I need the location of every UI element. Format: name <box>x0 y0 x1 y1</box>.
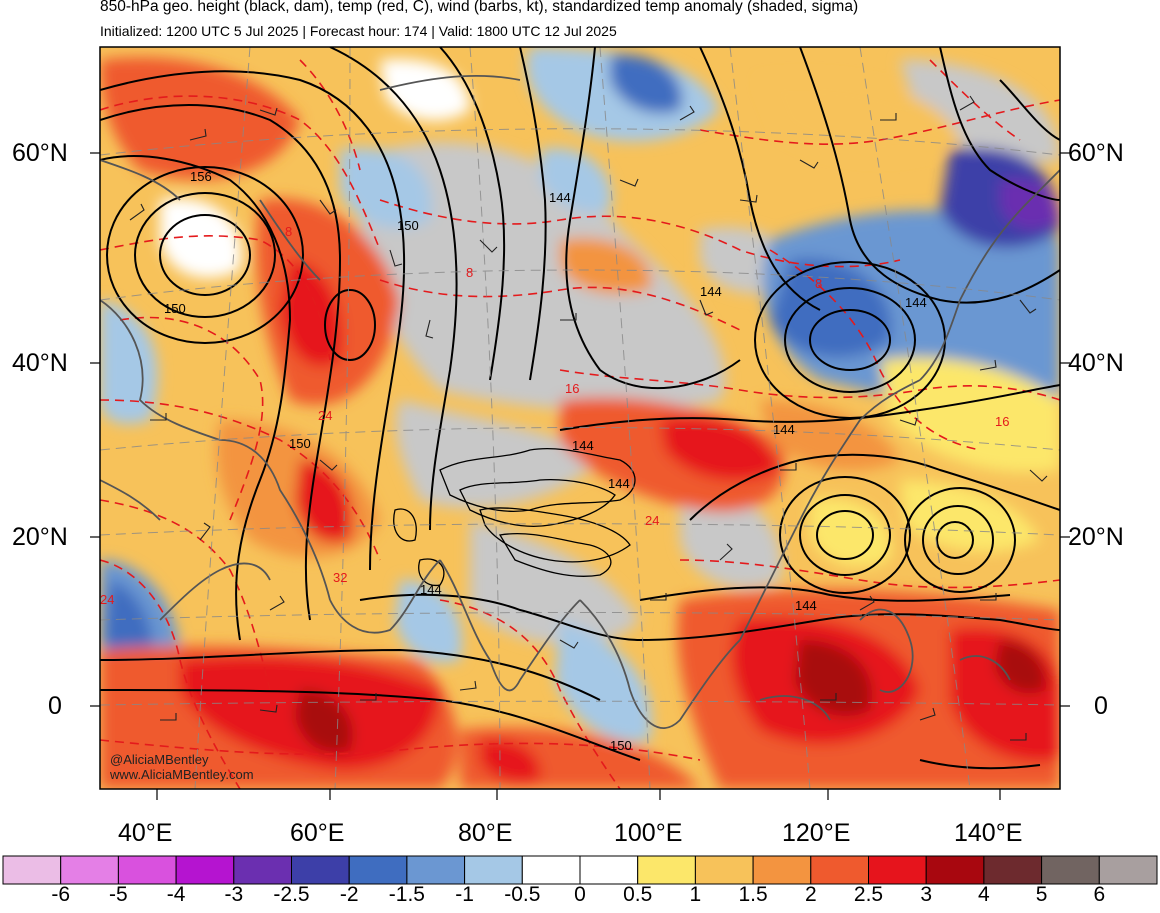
lon-label-80e: 80°E <box>458 819 513 847</box>
height-contour-label: 150 <box>164 301 186 316</box>
colorbar-cell <box>175 855 235 885</box>
colorbar-label: 2.5 <box>853 883 884 906</box>
height-labels: 156 150 144 150 144 144 144 144 144 144 … <box>164 169 927 753</box>
map-title: 850-hPa geo. height (black, dam), temp (… <box>100 0 859 15</box>
colorbar-cell <box>1098 855 1158 885</box>
map-subtitle: Initialized: 1200 UTC 5 Jul 2025 | Forec… <box>100 23 617 39</box>
wind-barbs <box>129 95 1048 741</box>
colorbar-cell <box>291 855 350 885</box>
colorbar <box>2 855 1158 885</box>
lat-label-right-60n: 60°N <box>1068 139 1124 167</box>
lon-label-40e: 40°E <box>118 819 173 847</box>
height-contours <box>100 47 1060 770</box>
lat-label-left-40n: 40°N <box>12 349 68 377</box>
colorbar-cell <box>464 855 523 885</box>
lat-label-left-20n: 20°N <box>12 523 68 551</box>
height-contour-label: 150 <box>610 738 632 753</box>
lon-label-120e: 120°E <box>782 819 851 847</box>
lat-label-right-0: 0 <box>1094 692 1108 720</box>
temperature-contours <box>100 59 1060 789</box>
colorbar-label: 1 <box>689 883 702 906</box>
lon-label-140e: 140°E <box>954 819 1023 847</box>
colorbar-label: 6 <box>1093 883 1106 906</box>
colorbar-label: -1.5 <box>388 883 425 906</box>
lon-label-100e: 100°E <box>614 819 683 847</box>
height-contour-label: 144 <box>905 295 927 310</box>
height-contour-label: 144 <box>420 582 442 597</box>
temp-contour-label: 16 <box>995 414 1009 429</box>
height-contour-label: 144 <box>773 422 795 437</box>
plateau-contours <box>393 447 636 587</box>
colorbar-cell <box>406 855 466 885</box>
colorbar-cell <box>983 855 1043 885</box>
map-ticks <box>90 152 1070 800</box>
colorbar-label: 3 <box>920 883 933 906</box>
watermark-handle: @AliciaMBentley <box>110 752 209 767</box>
height-contour-label: 150 <box>289 436 311 451</box>
colorbar-label: -3 <box>224 883 244 906</box>
map-frame <box>99 46 1061 790</box>
colorbar-label: -5 <box>109 883 128 906</box>
colorbar-cell <box>810 855 869 885</box>
lat-label-right-40n: 40°N <box>1068 349 1124 377</box>
colorbar-cell <box>60 855 119 885</box>
height-contour-label: 144 <box>549 190 571 205</box>
colorbar-label: 0.5 <box>623 883 653 906</box>
colorbar-cell <box>2 855 62 885</box>
temp-contour-label: 24 <box>318 408 332 423</box>
colorbar-cell <box>925 855 985 885</box>
graticule <box>100 47 1060 789</box>
colorbar-label: 0 <box>574 883 586 906</box>
height-contour-label: 144 <box>795 598 817 613</box>
colorbar-cell <box>752 855 812 885</box>
temp-contour-label: 8 <box>815 276 822 291</box>
temp-contour-label: 16 <box>565 381 579 396</box>
colorbar-label: 5 <box>1035 883 1048 906</box>
colorbar-label: -2.5 <box>273 883 310 906</box>
temp-contour-label: 24 <box>645 513 659 528</box>
colorbar-label: 2 <box>804 883 817 906</box>
height-contour-label: 150 <box>397 218 419 233</box>
temp-contour-label: 8 <box>466 265 473 280</box>
colorbar-label: 1.5 <box>738 883 768 906</box>
height-contour-label: 156 <box>190 169 212 184</box>
temp-contour-label: 8 <box>285 224 292 239</box>
lon-label-60e: 60°E <box>290 819 345 847</box>
colorbar-cell <box>1041 855 1100 885</box>
colorbar-label: -4 <box>166 883 186 906</box>
colorbar-cell <box>694 855 754 885</box>
colorbar-label: 4 <box>978 883 990 906</box>
colorbar-cell <box>868 855 927 885</box>
colorbar-label: -6 <box>51 883 71 906</box>
lat-label-left-60n: 60°N <box>12 139 68 167</box>
colorbar-cell <box>579 855 639 885</box>
colorbar-cell <box>637 855 696 885</box>
colorbar-cell <box>233 855 293 885</box>
temp-contour-label: 32 <box>333 570 347 585</box>
height-contour-label: 144 <box>700 284 722 299</box>
watermark-site: www.AliciaMBentley.com <box>110 767 254 782</box>
colorbar-label: -2 <box>339 883 359 906</box>
coastlines <box>100 75 1060 729</box>
height-contour-label: 144 <box>608 476 630 491</box>
lat-label-right-20n: 20°N <box>1068 523 1124 551</box>
temperature-labels: 8 8 8 16 16 24 24 32 24 <box>100 224 1009 607</box>
colorbar-label: -1 <box>455 883 474 906</box>
height-contour-label: 144 <box>572 438 594 453</box>
colorbar-label: -0.5 <box>504 883 541 906</box>
colorbar-cell <box>348 855 408 885</box>
colorbar-cell <box>521 855 581 885</box>
colorbar-cell <box>117 855 177 885</box>
temp-contour-label: 24 <box>100 592 114 607</box>
lat-label-left-0: 0 <box>48 692 62 720</box>
